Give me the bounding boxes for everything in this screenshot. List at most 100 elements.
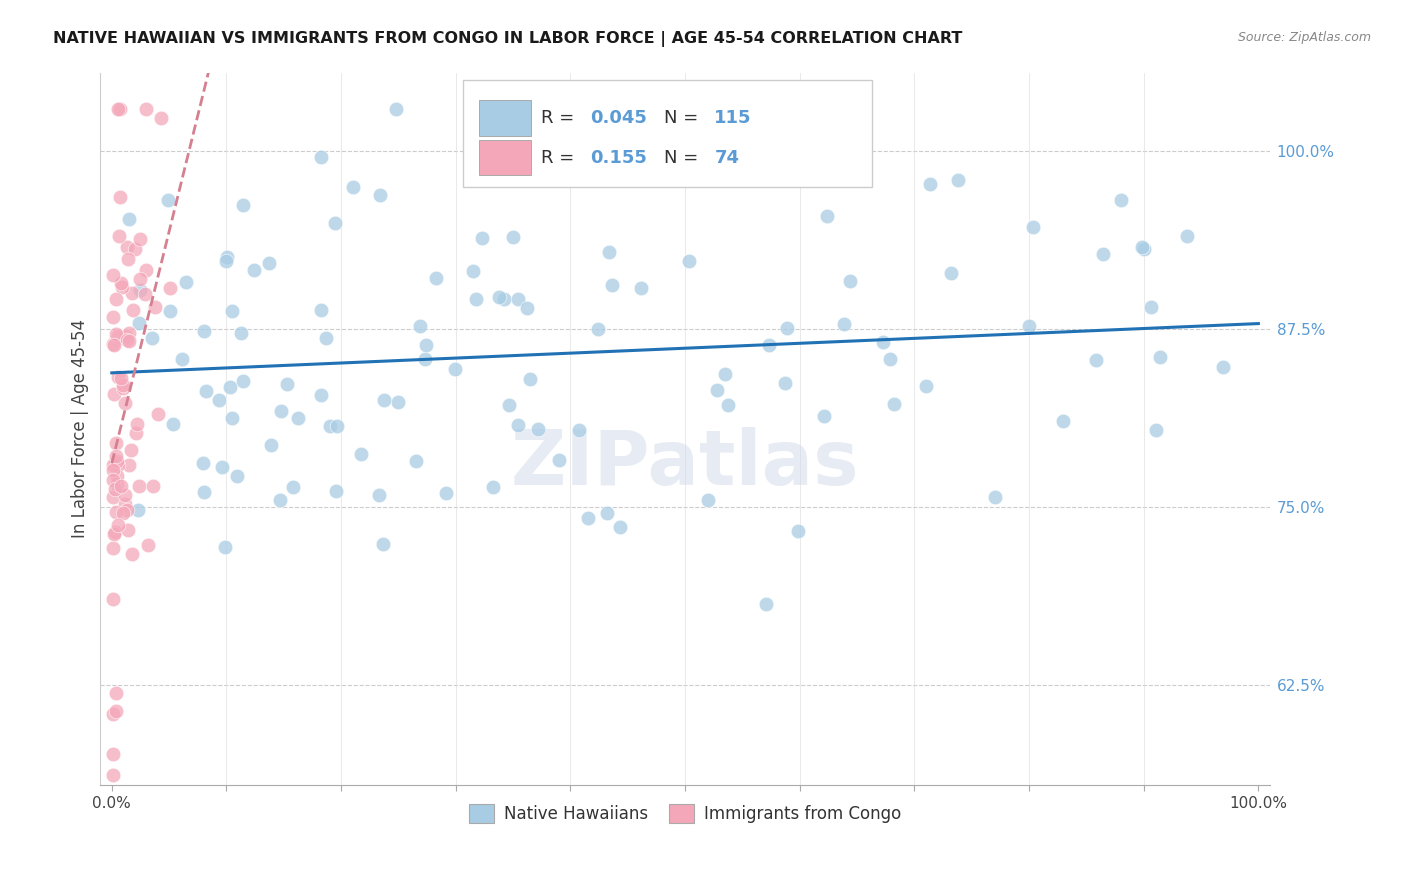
Point — [461, 264, 484, 278]
Point — [323, 217, 346, 231]
FancyBboxPatch shape — [479, 100, 530, 136]
Point — [114, 488, 136, 502]
Point — [311, 302, 333, 317]
Point — [506, 292, 529, 306]
Point — [170, 352, 193, 367]
Point — [107, 458, 129, 473]
Point — [191, 456, 214, 470]
Legend: Native Hawaiians, Immigrants from Congo: Native Hawaiians, Immigrants from Congo — [463, 797, 907, 830]
Point — [150, 111, 173, 125]
Point — [817, 209, 839, 223]
FancyBboxPatch shape — [463, 80, 872, 186]
Point — [1018, 319, 1040, 334]
Point — [134, 287, 156, 301]
Point — [103, 473, 125, 487]
Point — [143, 300, 166, 314]
Point — [105, 453, 128, 467]
Point — [436, 485, 458, 500]
Point — [367, 488, 389, 502]
Point — [117, 239, 139, 253]
Point — [425, 271, 447, 285]
Point — [195, 384, 218, 398]
Point — [1140, 301, 1163, 315]
Point — [129, 232, 152, 246]
Point — [101, 337, 124, 351]
Point — [104, 506, 127, 520]
Point — [488, 290, 510, 304]
Point — [105, 476, 128, 491]
Point — [101, 706, 124, 721]
Point — [946, 173, 969, 187]
Point — [121, 302, 143, 317]
Point — [110, 371, 132, 385]
Point — [257, 256, 280, 270]
Point — [342, 179, 364, 194]
Point — [717, 398, 740, 412]
Point — [593, 103, 616, 117]
Point — [104, 293, 127, 307]
Point — [920, 178, 942, 192]
Point — [124, 243, 146, 257]
Point — [107, 102, 129, 116]
Point — [221, 304, 243, 318]
Point — [706, 383, 728, 397]
Point — [678, 254, 700, 268]
Point — [110, 276, 132, 290]
Point — [270, 404, 292, 418]
Point — [112, 381, 135, 395]
Point — [104, 449, 127, 463]
Point — [384, 102, 406, 116]
Point — [775, 376, 797, 391]
Point — [215, 254, 238, 268]
Point — [101, 768, 124, 782]
Point — [371, 537, 394, 551]
Point — [108, 102, 131, 116]
Point — [101, 541, 124, 556]
Point — [387, 395, 409, 409]
Point — [498, 398, 520, 412]
Point — [1212, 359, 1234, 374]
Point — [117, 333, 139, 347]
Point — [211, 460, 233, 475]
Point — [121, 285, 143, 300]
Point — [832, 317, 855, 331]
Point — [415, 338, 437, 352]
Text: N =: N = — [664, 109, 704, 127]
Point — [872, 334, 894, 349]
Point — [405, 454, 427, 468]
Point — [598, 245, 620, 260]
FancyBboxPatch shape — [479, 140, 530, 176]
Point — [776, 321, 799, 335]
Point — [107, 329, 129, 343]
Point — [1109, 194, 1132, 208]
Point — [115, 503, 138, 517]
Point — [229, 326, 252, 340]
Point — [260, 438, 283, 452]
Point — [309, 388, 332, 402]
Point — [527, 422, 550, 436]
Text: N =: N = — [664, 149, 704, 167]
Point — [125, 426, 148, 441]
Point — [697, 492, 720, 507]
Point — [482, 480, 505, 494]
Point — [786, 524, 808, 539]
Point — [104, 456, 127, 470]
Point — [101, 310, 124, 324]
Text: 74: 74 — [714, 149, 740, 167]
Point — [135, 102, 157, 116]
Point — [276, 377, 298, 392]
Point — [464, 292, 486, 306]
Point — [373, 393, 395, 408]
Point — [415, 352, 437, 367]
Point — [117, 252, 139, 267]
Point — [111, 378, 134, 392]
Point — [142, 479, 165, 493]
Point — [104, 685, 127, 699]
Point — [135, 263, 157, 277]
Point — [101, 747, 124, 762]
Point — [120, 442, 142, 457]
Point — [326, 419, 349, 434]
Point — [408, 319, 430, 334]
Point — [107, 517, 129, 532]
Point — [1085, 352, 1108, 367]
